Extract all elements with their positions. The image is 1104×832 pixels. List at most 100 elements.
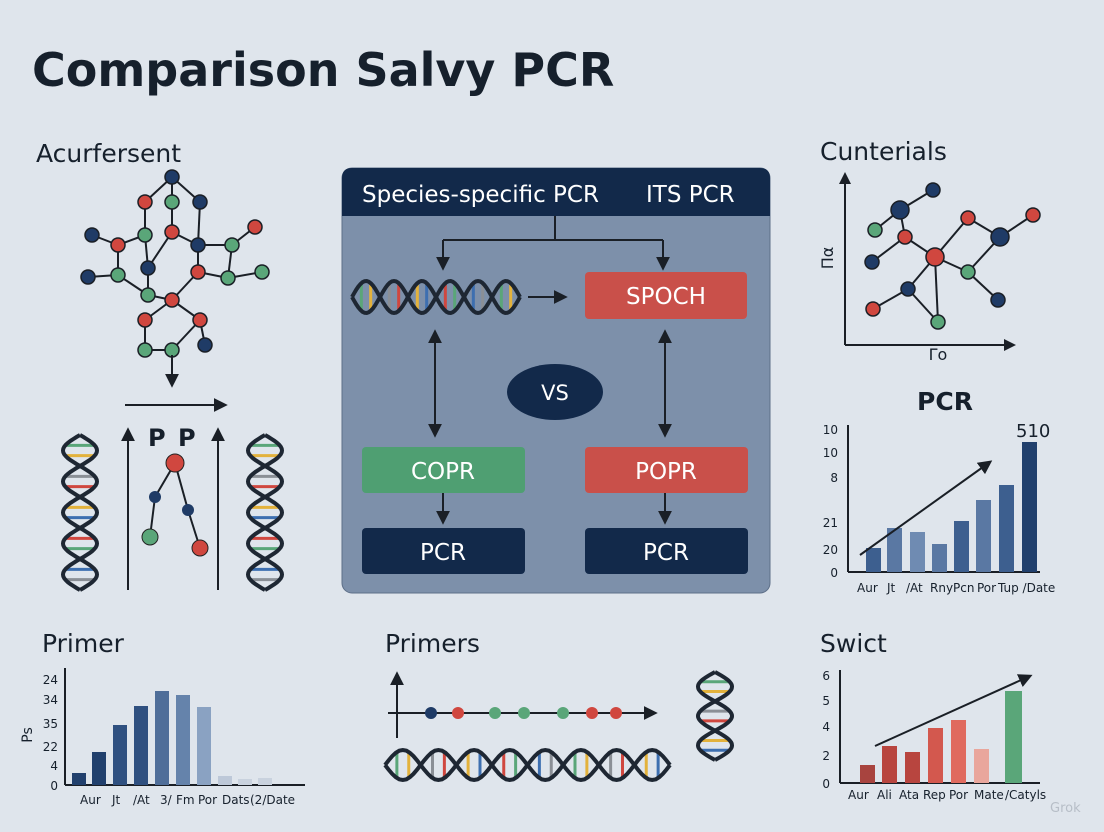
y-tick-label: 10 [823, 423, 838, 437]
y-tick-label: 21 [823, 516, 838, 530]
node [865, 301, 881, 317]
node [137, 194, 153, 210]
node [137, 342, 153, 358]
node [197, 337, 213, 353]
node-label: POPR [635, 459, 697, 485]
vs-badge [507, 364, 603, 420]
node [224, 237, 240, 253]
axis-label: Γo [929, 345, 948, 364]
node [190, 264, 206, 280]
trend-arrow [874, 674, 1033, 747]
chart-title: Swict [820, 629, 887, 658]
axis-label: Πα [818, 247, 837, 270]
x-tick-label: Aur [848, 788, 869, 802]
node [164, 342, 180, 358]
edge [934, 256, 939, 323]
node [247, 219, 263, 235]
node [220, 270, 236, 286]
label: P [148, 424, 166, 452]
y-tick-label: 22 [43, 740, 58, 754]
x-tick-label: Aur [857, 581, 878, 595]
x-tick-label: (2/Date [250, 793, 295, 807]
chart-title: PCR [917, 387, 973, 416]
bars [866, 442, 1037, 572]
y-tick-label: 4 [50, 759, 58, 773]
x-tick-label: Ali [877, 788, 892, 802]
y-tick-label: 34 [43, 693, 58, 707]
node [897, 229, 913, 245]
box-header [342, 168, 770, 216]
y-tick-label: 5 [822, 694, 830, 708]
node [254, 264, 270, 280]
x-tick-label: 3/ [160, 793, 173, 807]
x-tick-label: Por [198, 793, 217, 807]
node-label: PCR [643, 540, 689, 566]
header-text: Species-specific PCR [362, 182, 599, 208]
network [864, 182, 1041, 330]
node [890, 200, 910, 220]
bars [860, 691, 1022, 783]
panel-title: Acurfersent [36, 139, 181, 168]
y-tick-label: 6 [822, 669, 830, 683]
x-tick-label: Rep [923, 788, 946, 802]
node [140, 260, 156, 276]
node [864, 254, 880, 270]
node [84, 227, 100, 243]
label: P [178, 424, 196, 452]
header-text: ITS PCR [646, 182, 735, 208]
panel-title: Primers [385, 629, 480, 658]
y-tick-label: 0 [822, 777, 830, 791]
x-tick-label: Fm [176, 793, 195, 807]
node [960, 264, 976, 280]
node-box [585, 528, 748, 574]
x-tick-label: Mate [974, 788, 1004, 802]
bracket [443, 216, 663, 241]
node [192, 312, 208, 328]
trend-arrow [859, 460, 993, 556]
x-tick-label: Ata [899, 788, 919, 802]
y-tick-label: 35 [43, 717, 58, 731]
node [190, 237, 206, 253]
node [137, 227, 153, 243]
node [990, 292, 1006, 308]
node [867, 222, 883, 238]
dna-strand [245, 433, 285, 592]
node [925, 182, 941, 198]
x-tick-label: Aur [80, 793, 101, 807]
node [1025, 207, 1041, 223]
watermark: Grok [1050, 801, 1081, 816]
node-label: SPOCH [626, 284, 706, 310]
y-tick-label: 24 [43, 673, 58, 687]
node [990, 227, 1010, 247]
x-tick-label: Jt [886, 581, 896, 595]
x-tick-label: /At [906, 581, 923, 595]
node-label: COPR [411, 459, 475, 485]
y-tick-label: 8 [830, 471, 838, 485]
x-tick-label: Por [949, 788, 968, 802]
dna-strand [60, 433, 100, 592]
node [930, 314, 946, 330]
x-tick-label: /At [133, 793, 150, 807]
y-tick-label: 0 [50, 779, 58, 793]
dna-strand [60, 433, 100, 592]
axis-label: Ps [20, 727, 36, 743]
x-tick-label: Dats [222, 793, 250, 807]
x-tick-label: /Catyls [1005, 788, 1046, 802]
chart-title: Primer [42, 629, 125, 658]
dna-strand [695, 670, 735, 762]
node-box [585, 447, 748, 493]
primer-dots [425, 707, 622, 719]
node [110, 237, 126, 253]
x-tick-label: Tup /Date [997, 581, 1055, 595]
network [80, 169, 270, 358]
x-tick-label: Rny [930, 581, 953, 595]
node-label: PCR [420, 540, 466, 566]
y-tick-label: 2 [822, 749, 830, 763]
panel-title: Cunterials [820, 137, 947, 166]
dna-strand [350, 278, 522, 316]
node [960, 210, 976, 226]
dna-helices [60, 278, 735, 783]
node [137, 312, 153, 328]
dna-strand [695, 670, 735, 762]
